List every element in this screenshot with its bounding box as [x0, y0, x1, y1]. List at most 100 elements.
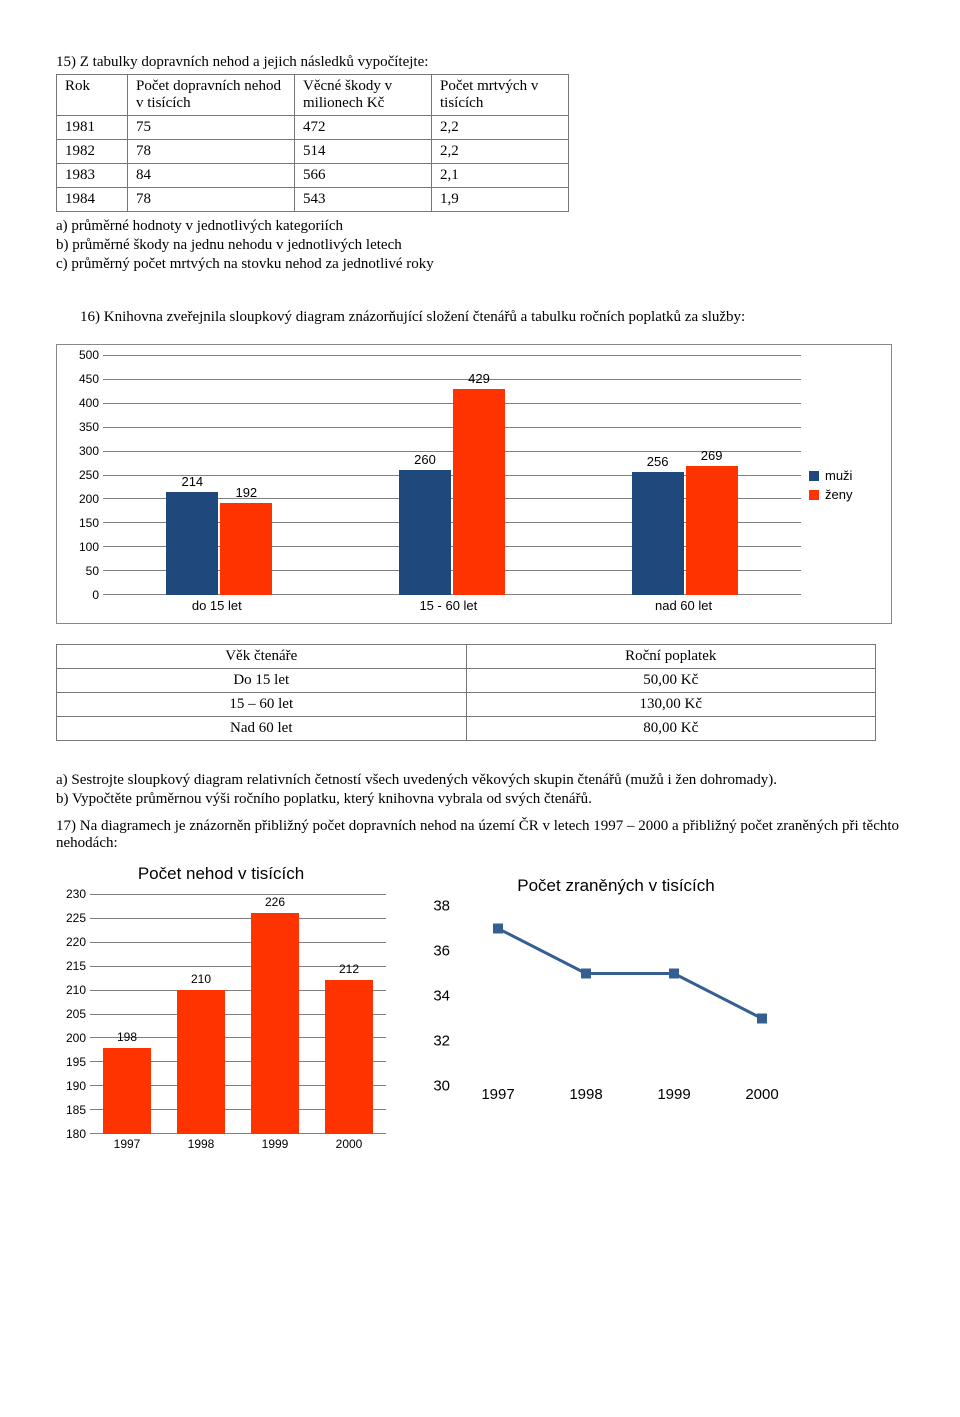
y-tick: 400: [69, 396, 99, 410]
q16-b: b) Vypočtěte průměrnou výši ročního popl…: [56, 791, 904, 808]
q17-charts: Počet nehod v tisících 180 185 190 195 200 205…: [56, 864, 904, 1154]
q15-a: a) průměrné hodnoty v jednotlivých kateg…: [56, 218, 904, 235]
q15-table: RokPočet dopravních nehod v tisícíchVěcn…: [56, 74, 569, 212]
chart-title: Počet zraněných v tisících: [426, 876, 806, 896]
table-row: 1981754722,2: [57, 116, 569, 140]
table-header: Věk čtenáře: [57, 645, 467, 669]
y-tick: 38: [433, 898, 450, 915]
bar-value-label: 198: [117, 1030, 137, 1044]
bar-value-label: 210: [191, 972, 211, 986]
bar: 269: [686, 466, 738, 595]
legend-label: muži: [825, 468, 852, 483]
y-tick: 150: [69, 516, 99, 530]
y-tick: 180: [56, 1127, 86, 1141]
q15-c: c) průměrný počet mrtvých na stovku neho…: [56, 256, 904, 273]
x-label: 1999: [657, 1086, 690, 1106]
y-tick: 190: [56, 1079, 86, 1093]
table-header: Rok: [57, 75, 128, 116]
table-header: Počet mrtvých v tisících: [432, 75, 569, 116]
x-label: 1999: [262, 1134, 289, 1154]
bar: 429: [453, 389, 505, 595]
bar-value-label: 260: [414, 452, 436, 467]
bar-value-label: 226: [265, 895, 285, 909]
chart-title: Počet nehod v tisících: [56, 864, 386, 884]
bar: 256: [632, 472, 684, 595]
y-tick: 300: [69, 444, 99, 458]
table-row: Do 15 let50,00 Kč: [57, 669, 876, 693]
y-tick: 500: [69, 348, 99, 362]
bar: 210: [177, 990, 225, 1134]
y-tick: 205: [56, 1007, 86, 1021]
x-label: 1997: [481, 1086, 514, 1106]
y-tick: 185: [56, 1103, 86, 1117]
x-label: nad 60 let: [655, 595, 712, 615]
table-header: Věcné škody v milionech Kč: [295, 75, 432, 116]
line-marker: [757, 1014, 767, 1024]
x-label: do 15 let: [192, 595, 242, 615]
q15-b: b) průměrné škody na jednu nehodu v jedn…: [56, 237, 904, 254]
y-tick: 50: [69, 564, 99, 578]
legend-swatch: [809, 490, 819, 500]
legend-swatch: [809, 471, 819, 481]
line-marker: [493, 924, 503, 934]
legend: muži ženy: [801, 355, 879, 615]
x-label: 1998: [569, 1086, 602, 1106]
legend-item: ženy: [809, 487, 879, 502]
q17-prompt: 17) Na diagramech je znázorněn přibližný…: [56, 818, 904, 852]
bar: 214: [166, 492, 218, 595]
y-tick: 32: [433, 1033, 450, 1050]
y-tick: 230: [56, 887, 86, 901]
bar-value-label: 256: [647, 454, 669, 469]
table-header: Roční poplatek: [466, 645, 876, 669]
x-label: 15 - 60 let: [419, 595, 477, 615]
table-row: 1982785142,2: [57, 140, 569, 164]
line-svg: [454, 906, 806, 1086]
y-tick: 215: [56, 959, 86, 973]
table-row: 1984785431,9: [57, 188, 569, 212]
bar-value-label: 192: [235, 485, 257, 500]
bar-value-label: 269: [701, 448, 723, 463]
y-tick: 36: [433, 943, 450, 960]
bar: 260: [399, 470, 451, 595]
y-tick: 34: [433, 988, 450, 1005]
y-tick: 195: [56, 1055, 86, 1069]
bar-value-label: 214: [181, 474, 203, 489]
bar-value-label: 429: [468, 371, 490, 386]
x-label: 1998: [188, 1134, 215, 1154]
q17-chart-a: Počet nehod v tisících 180 185 190 195 200 205…: [56, 864, 386, 1154]
bar: 192: [220, 503, 272, 595]
y-tick: 450: [69, 372, 99, 386]
x-label: 2000: [745, 1086, 778, 1106]
q16-fee-table: Věk čtenářeRoční poplatekDo 15 let50,00 …: [56, 644, 876, 741]
y-tick: 100: [69, 540, 99, 554]
legend-item: muži: [809, 468, 879, 483]
line-series: [498, 929, 762, 1019]
bar: 226: [251, 913, 299, 1134]
q17-chart-b: Počet zraněných v tisících30323436381997…: [426, 876, 806, 1154]
q15-prompt: 15) Z tabulky dopravních nehod a jejich …: [56, 54, 904, 71]
q16-a: a) Sestrojte sloupkový diagram relativní…: [56, 772, 904, 789]
y-tick: 225: [56, 911, 86, 925]
q16-prompt: 16) Knihovna zveřejnila sloupkový diagra…: [80, 309, 904, 326]
legend-label: ženy: [825, 487, 852, 502]
y-tick: 250: [69, 468, 99, 482]
bar-group: 260429: [398, 355, 506, 595]
x-label: 2000: [336, 1134, 363, 1154]
y-tick: 0: [69, 588, 99, 602]
y-tick: 200: [56, 1031, 86, 1045]
y-tick: 350: [69, 420, 99, 434]
bar: 212: [325, 980, 373, 1134]
q16-chart: 0501001502002503003504004505002141922604…: [56, 344, 892, 624]
bar: 198: [103, 1048, 151, 1134]
line-marker: [669, 969, 679, 979]
table-row: Nad 60 let80,00 Kč: [57, 717, 876, 741]
table-row: 15 – 60 let130,00 Kč: [57, 693, 876, 717]
table-header: Počet dopravních nehod v tisících: [128, 75, 295, 116]
table-row: 1983845662,1: [57, 164, 569, 188]
y-tick: 220: [56, 935, 86, 949]
bar-group: 256269: [631, 355, 739, 595]
line-marker: [581, 969, 591, 979]
bar-group: 214192: [165, 355, 273, 595]
y-tick: 200: [69, 492, 99, 506]
x-label: 1997: [114, 1134, 141, 1154]
